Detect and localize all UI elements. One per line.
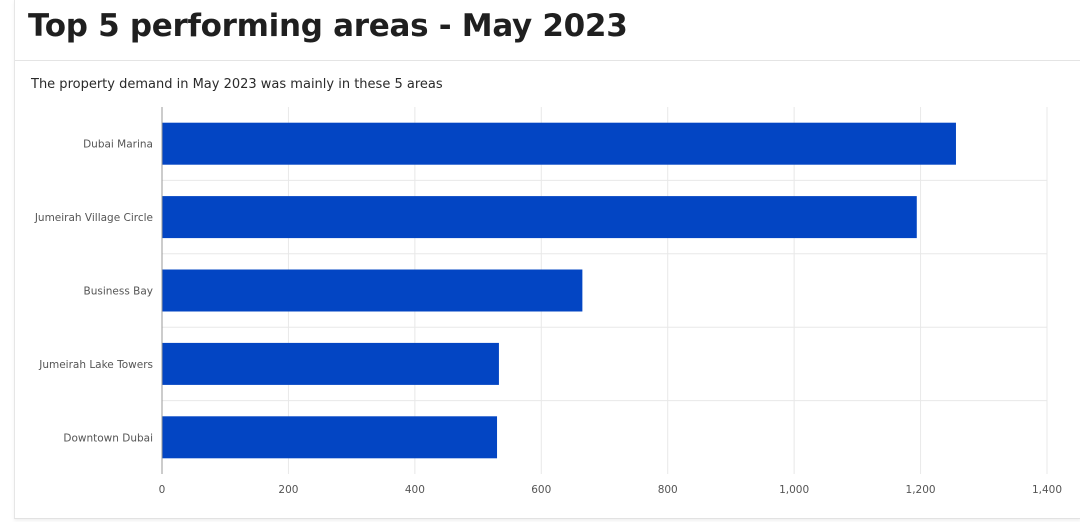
y-tick-label: Business Bay bbox=[84, 286, 154, 298]
bar bbox=[162, 269, 583, 312]
x-tick-label: 1,400 bbox=[1032, 484, 1062, 496]
x-tick-label: 1,000 bbox=[779, 484, 809, 496]
chart-subtitle: The property demand in May 2023 was main… bbox=[31, 77, 443, 92]
x-tick-label: 200 bbox=[278, 484, 298, 496]
bar bbox=[162, 416, 498, 459]
x-tick-label: 1,200 bbox=[906, 484, 936, 496]
bar bbox=[162, 122, 956, 165]
bar bbox=[162, 196, 917, 239]
header-divider bbox=[15, 60, 1080, 61]
x-tick-label: 600 bbox=[531, 484, 551, 496]
y-tick-label: Downtown Dubai bbox=[63, 432, 153, 444]
y-tick-label: Jumeirah Lake Towers bbox=[38, 359, 153, 371]
x-tick-label: 0 bbox=[159, 484, 166, 496]
x-tick-label: 400 bbox=[405, 484, 425, 496]
bar bbox=[162, 342, 499, 385]
x-tick-label: 800 bbox=[658, 484, 678, 496]
y-tick-label: Dubai Marina bbox=[83, 139, 153, 151]
y-tick-label: Jumeirah Village Circle bbox=[34, 212, 153, 224]
page-title: Top 5 performing areas - May 2023 bbox=[28, 8, 628, 44]
